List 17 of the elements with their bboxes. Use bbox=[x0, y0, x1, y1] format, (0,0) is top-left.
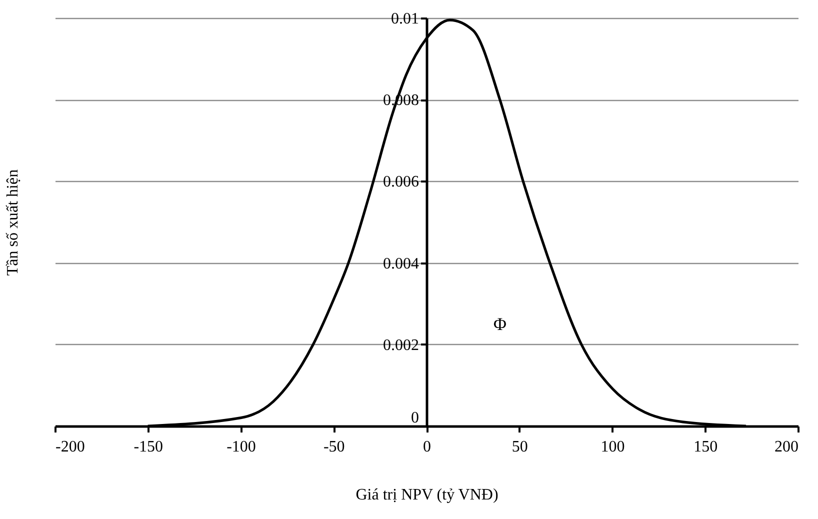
x-tick-label: -200 bbox=[56, 438, 85, 456]
x-tick-label: -50 bbox=[323, 438, 345, 456]
annotation: Φ bbox=[493, 314, 507, 334]
y-tick-label: 0.002 bbox=[383, 336, 419, 354]
y-tick-label: 0.004 bbox=[383, 255, 419, 272]
x-tick-label: 100 bbox=[600, 438, 625, 456]
y-tick-label: 0.006 bbox=[383, 174, 419, 191]
x-tick-label: 50 bbox=[512, 438, 528, 456]
x-axis-title: Giá trị NPV (tỷ VNĐ) bbox=[356, 486, 498, 504]
y-tick-label: 0 bbox=[411, 410, 419, 426]
x-tick-label: -100 bbox=[226, 438, 256, 456]
x-tick-label: 200 bbox=[774, 438, 798, 456]
x-tick-label: 0 bbox=[423, 438, 431, 456]
x-tick-label: -150 bbox=[134, 438, 164, 456]
y-tick-label: 0.01 bbox=[391, 10, 419, 28]
x-tick-label: 150 bbox=[694, 438, 718, 456]
y-axis-title: Tần số xuất hiện bbox=[4, 169, 22, 276]
